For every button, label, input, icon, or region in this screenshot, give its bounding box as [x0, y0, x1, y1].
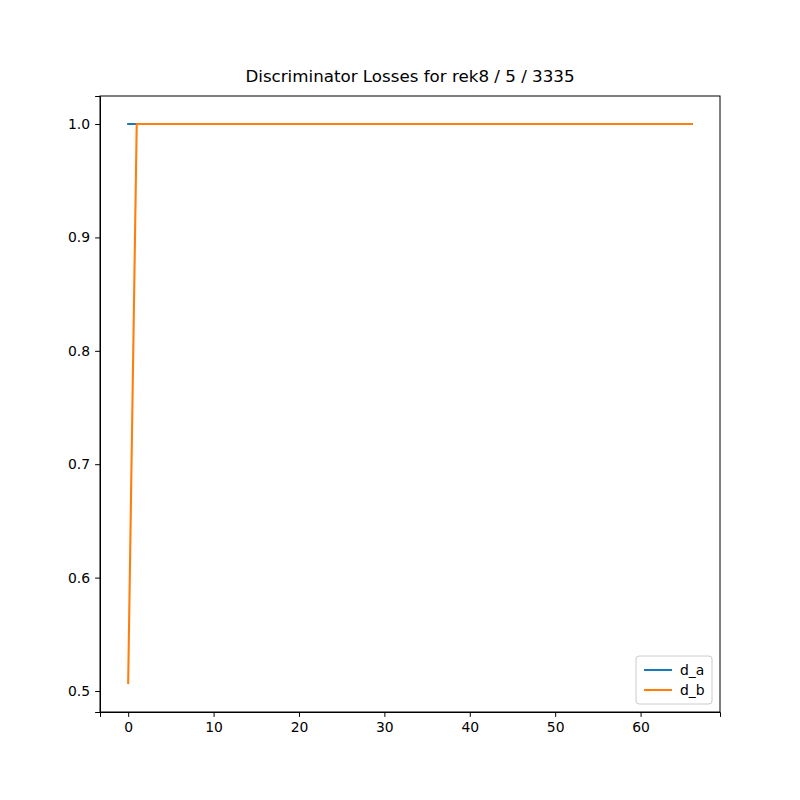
legend-box [636, 656, 712, 704]
tick: 0.8 [68, 343, 100, 359]
tick: 0.7 [68, 456, 100, 472]
tick: 50 [547, 712, 565, 735]
tick-mark [128, 712, 129, 717]
plot-area [128, 124, 692, 683]
legend-label: d_b [680, 682, 705, 698]
tick-mark [95, 691, 100, 692]
axis-line [95, 97, 100, 713]
title: Discriminator Losses for rek8 / 5 / 3335 [245, 66, 574, 86]
tick-label: 50 [547, 719, 565, 735]
tick: 10 [205, 712, 223, 735]
tick-mark [299, 712, 300, 717]
tick: 40 [461, 712, 479, 735]
tick-label: 40 [461, 719, 479, 735]
legend-label: d_a [680, 662, 704, 678]
tick: 20 [291, 712, 309, 735]
tick-mark [95, 351, 100, 352]
tick-label: 30 [376, 719, 394, 735]
legend: d_a d_b [636, 656, 712, 704]
tick-mark [95, 124, 100, 125]
tick-label: 0.5 [68, 683, 90, 699]
tick-mark [470, 712, 471, 717]
tick-label: 0 [124, 719, 133, 735]
x-axis: 0 10 20 30 40 50 60 [101, 712, 721, 735]
chart: 0 10 20 30 40 50 60 0.5 0.6 0.7 0.8 0.9 1.0 Discrimin… [0, 0, 800, 800]
axis-line [101, 713, 721, 717]
tick-label: 60 [632, 719, 650, 735]
tick: 30 [376, 712, 394, 735]
frame [100, 96, 720, 712]
tick-label: 0.6 [68, 570, 90, 586]
tick: 0 [124, 712, 133, 735]
tick-mark [95, 578, 100, 579]
legend-swatch [644, 669, 672, 671]
tick-mark [641, 712, 642, 717]
tick: 0.9 [68, 229, 100, 245]
tick-mark [95, 237, 100, 238]
tick-label: 10 [205, 719, 223, 735]
legend-swatch [644, 689, 672, 691]
series-line [128, 124, 692, 683]
tick-mark [214, 712, 215, 717]
tick-label: 0.7 [68, 456, 90, 472]
tick-label: 20 [291, 719, 309, 735]
tick-mark [95, 464, 100, 465]
tick-label: 0.8 [68, 343, 90, 359]
tick: 0.5 [68, 683, 100, 699]
tick-label: 0.9 [68, 229, 90, 245]
tick-mark [555, 712, 556, 717]
tick: 0.6 [68, 570, 100, 586]
tick-label: 1.0 [68, 116, 90, 132]
tick-mark [384, 712, 385, 717]
tick: 1.0 [68, 116, 100, 132]
tick: 60 [632, 712, 650, 735]
y-axis: 0.5 0.6 0.7 0.8 0.9 1.0 [68, 97, 100, 713]
